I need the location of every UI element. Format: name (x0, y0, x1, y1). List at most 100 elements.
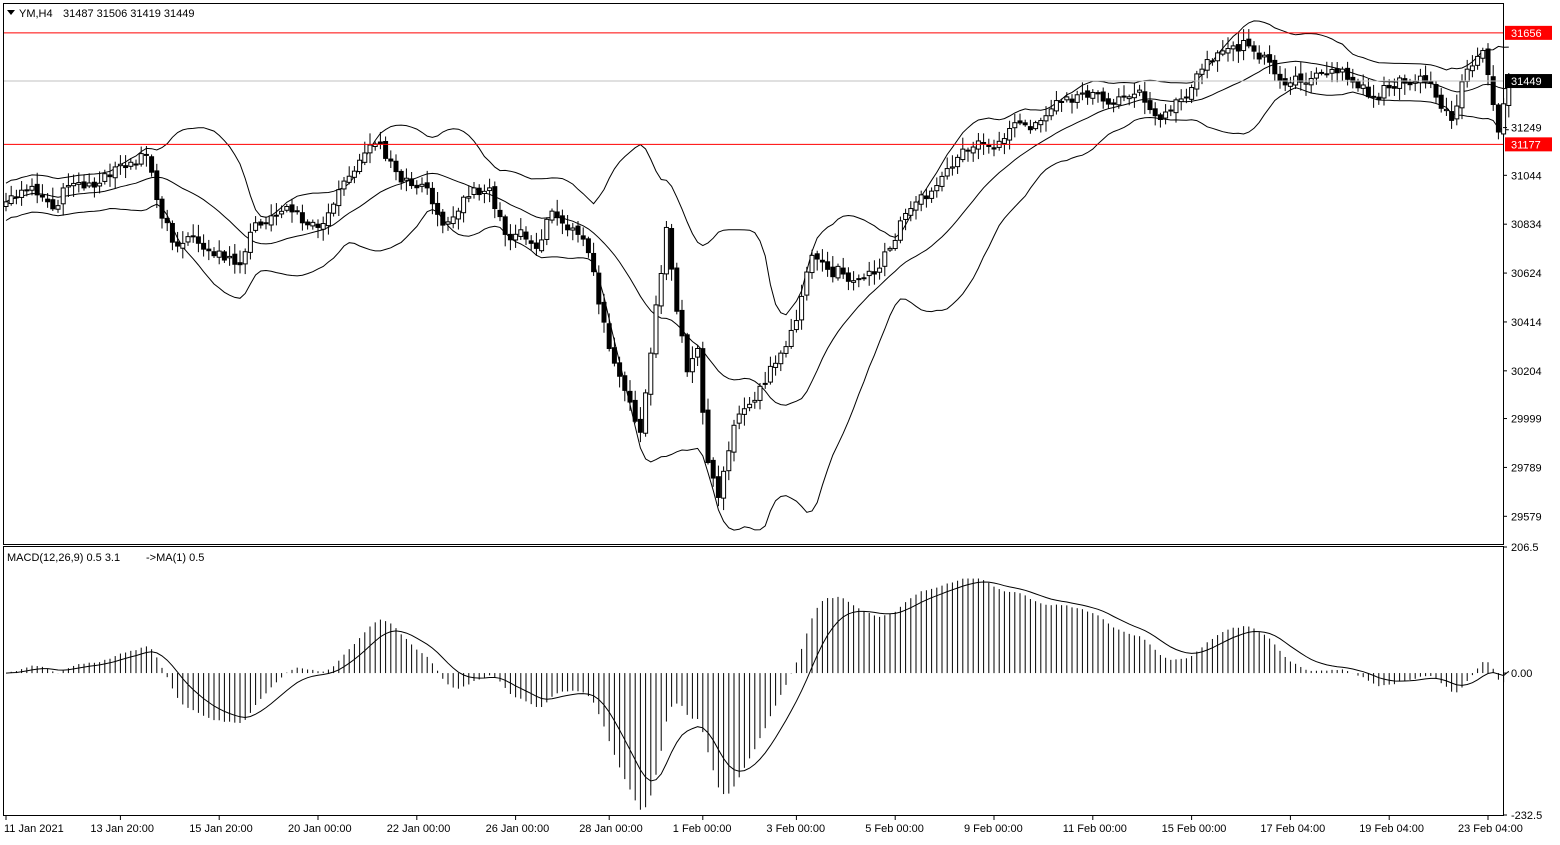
candle[interactable] (190, 224, 196, 243)
candle[interactable] (778, 350, 784, 372)
candle[interactable] (159, 196, 165, 229)
candle[interactable] (1204, 50, 1210, 79)
candle[interactable] (1251, 41, 1257, 60)
candle[interactable] (149, 154, 155, 177)
candle[interactable] (143, 146, 149, 167)
candle[interactable] (128, 158, 134, 170)
candle[interactable] (835, 263, 841, 281)
candle[interactable] (107, 163, 113, 187)
candle[interactable] (201, 234, 207, 257)
candle[interactable] (1017, 113, 1023, 126)
candle[interactable] (1319, 69, 1325, 76)
candle[interactable] (19, 181, 25, 206)
candle[interactable] (362, 141, 368, 166)
candle[interactable] (700, 341, 706, 425)
candle[interactable] (450, 206, 456, 229)
candle[interactable] (310, 219, 316, 230)
candle[interactable] (913, 196, 919, 220)
candle[interactable] (336, 180, 342, 217)
candle[interactable] (76, 172, 82, 193)
candle[interactable] (65, 173, 71, 198)
candle[interactable] (91, 177, 97, 198)
candle[interactable] (1131, 82, 1137, 108)
candle[interactable] (242, 248, 248, 275)
candle[interactable] (429, 182, 435, 215)
candle[interactable] (195, 224, 201, 253)
candle[interactable] (1152, 102, 1158, 126)
candle[interactable] (747, 397, 753, 412)
candle[interactable] (1038, 117, 1044, 133)
candle[interactable] (60, 183, 66, 216)
candle[interactable] (799, 284, 805, 330)
candle[interactable] (3, 192, 9, 212)
candle[interactable] (1225, 37, 1231, 62)
candle[interactable] (736, 405, 742, 430)
candle[interactable] (154, 163, 160, 209)
candle[interactable] (1313, 67, 1319, 85)
candle[interactable] (591, 242, 597, 276)
candle[interactable] (71, 174, 77, 197)
candle[interactable] (528, 235, 534, 251)
candle[interactable] (1365, 78, 1371, 99)
candle[interactable] (294, 206, 300, 215)
candle[interactable] (299, 204, 305, 231)
candle[interactable] (1048, 99, 1054, 121)
candle[interactable] (320, 216, 326, 241)
candle[interactable] (169, 220, 175, 251)
candle[interactable] (440, 209, 446, 234)
candle[interactable] (804, 266, 810, 301)
candle[interactable] (721, 466, 727, 511)
candle[interactable] (887, 246, 893, 252)
candle[interactable] (741, 397, 747, 426)
candle[interactable] (8, 185, 14, 206)
candle[interactable] (133, 159, 139, 170)
candle[interactable] (424, 170, 430, 195)
candle[interactable] (814, 250, 820, 271)
candle[interactable] (570, 222, 576, 241)
candle[interactable] (398, 169, 404, 190)
candle[interactable] (762, 371, 768, 389)
candle[interactable] (539, 229, 545, 253)
candle[interactable] (284, 204, 290, 213)
candle[interactable] (216, 240, 222, 265)
candle[interactable] (892, 233, 898, 251)
candle[interactable] (1246, 29, 1252, 49)
candle[interactable] (1142, 81, 1148, 115)
candle[interactable] (1126, 94, 1132, 106)
candle[interactable] (715, 465, 721, 507)
candle[interactable] (523, 226, 529, 245)
candle[interactable] (752, 391, 758, 409)
candle[interactable] (1272, 55, 1278, 81)
candle[interactable] (253, 216, 259, 233)
candle[interactable] (695, 344, 701, 366)
candle[interactable] (393, 154, 399, 181)
candle[interactable] (258, 218, 264, 229)
candle[interactable] (861, 273, 867, 281)
candle[interactable] (346, 166, 352, 185)
candle[interactable] (897, 216, 903, 244)
candle[interactable] (1324, 61, 1330, 78)
candle[interactable] (679, 299, 685, 343)
candle[interactable] (585, 236, 591, 258)
candle[interactable] (518, 218, 524, 240)
candle[interactable] (502, 214, 508, 247)
candle[interactable] (112, 161, 118, 189)
candle[interactable] (731, 419, 737, 462)
candle[interactable] (461, 195, 467, 223)
chart-menu-triangle-icon[interactable] (7, 10, 15, 15)
candle[interactable] (767, 356, 773, 385)
candle[interactable] (845, 267, 851, 291)
candle[interactable] (263, 216, 269, 230)
candle[interactable] (1001, 133, 1007, 155)
candle[interactable] (1475, 47, 1481, 70)
candle[interactable] (1469, 55, 1475, 78)
candle[interactable] (351, 166, 357, 184)
candle[interactable] (830, 256, 836, 283)
candle[interactable] (1261, 51, 1267, 65)
candle[interactable] (1215, 50, 1221, 72)
candle[interactable] (1157, 112, 1163, 128)
candlestick-series[interactable] (3, 29, 1512, 511)
candle[interactable] (1501, 98, 1507, 137)
candle[interactable] (1173, 97, 1179, 123)
